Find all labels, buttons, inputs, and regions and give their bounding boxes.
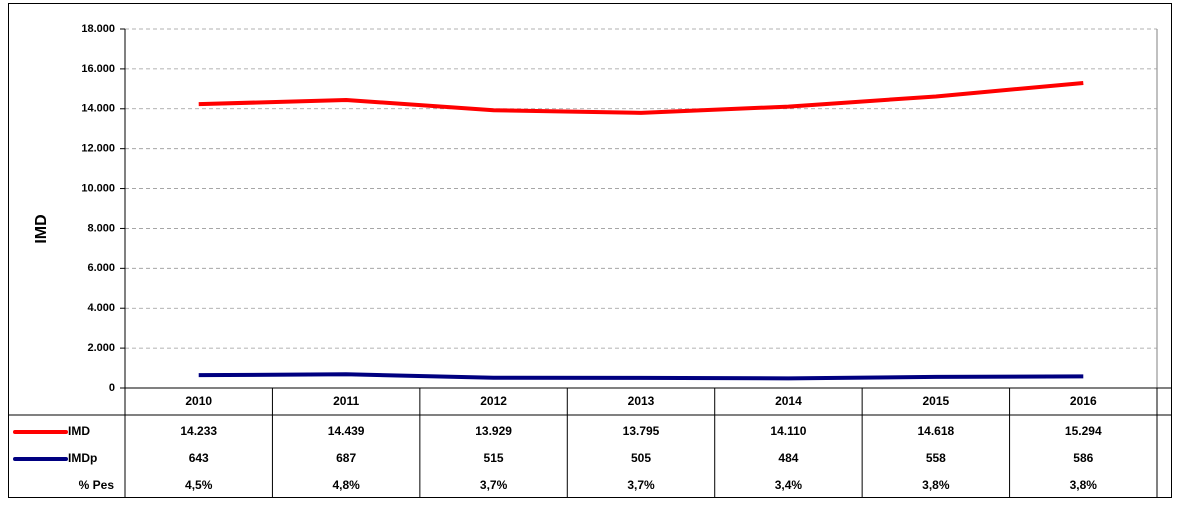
y-tick-label: 10.000 — [81, 182, 115, 194]
table-value: 14.110 — [770, 424, 806, 438]
table-value: 643 — [189, 451, 209, 465]
table-value: 4,8% — [332, 478, 360, 492]
table-value: 3,8% — [922, 478, 950, 492]
table-value: 687 — [336, 451, 356, 465]
table-value: 13.795 — [623, 424, 660, 438]
table-value: 3,7% — [480, 478, 508, 492]
table-value: 558 — [926, 451, 946, 465]
table-value: 586 — [1073, 451, 1093, 465]
y-tick-label: 2.000 — [87, 342, 115, 354]
legend-label: IMD — [68, 424, 90, 438]
y-tick-label: 6.000 — [87, 262, 115, 274]
table-value: 515 — [484, 451, 504, 465]
y-tick-label: 8.000 — [87, 222, 115, 234]
x-tick-label: 2014 — [775, 394, 802, 408]
x-tick-label: 2015 — [923, 394, 950, 408]
x-tick-label: 2016 — [1070, 394, 1097, 408]
table-value: 3,8% — [1070, 478, 1098, 492]
legend-label: IMDp — [68, 451, 97, 465]
y-axis-label: IMD — [33, 214, 50, 243]
table-value: 15.294 — [1065, 424, 1102, 438]
y-tick-label: 0 — [109, 382, 115, 394]
y-tick-label: 18.000 — [81, 23, 115, 35]
table-value: 484 — [778, 451, 798, 465]
x-tick-label: 2012 — [480, 394, 507, 408]
table-value: 505 — [631, 451, 651, 465]
x-tick-label: 2013 — [628, 394, 655, 408]
table-value: 4,5% — [185, 478, 213, 492]
row-label: % Pes — [79, 478, 115, 492]
table-value: 14.439 — [328, 424, 365, 438]
table-value: 14.233 — [180, 424, 217, 438]
table-value: 3,4% — [775, 478, 803, 492]
y-tick-label: 4.000 — [87, 302, 115, 314]
y-tick-label: 14.000 — [81, 103, 115, 115]
series-line — [198, 80, 1084, 115]
x-tick-label: 2010 — [185, 394, 212, 408]
series-line — [198, 372, 1084, 381]
table-value: 13.929 — [475, 424, 512, 438]
table-value: 3,7% — [627, 478, 655, 492]
x-tick-label: 2011 — [333, 394, 359, 408]
y-tick-label: 16.000 — [81, 63, 115, 75]
table-value: 14.618 — [918, 424, 955, 438]
y-tick-label: 12.000 — [81, 143, 115, 155]
